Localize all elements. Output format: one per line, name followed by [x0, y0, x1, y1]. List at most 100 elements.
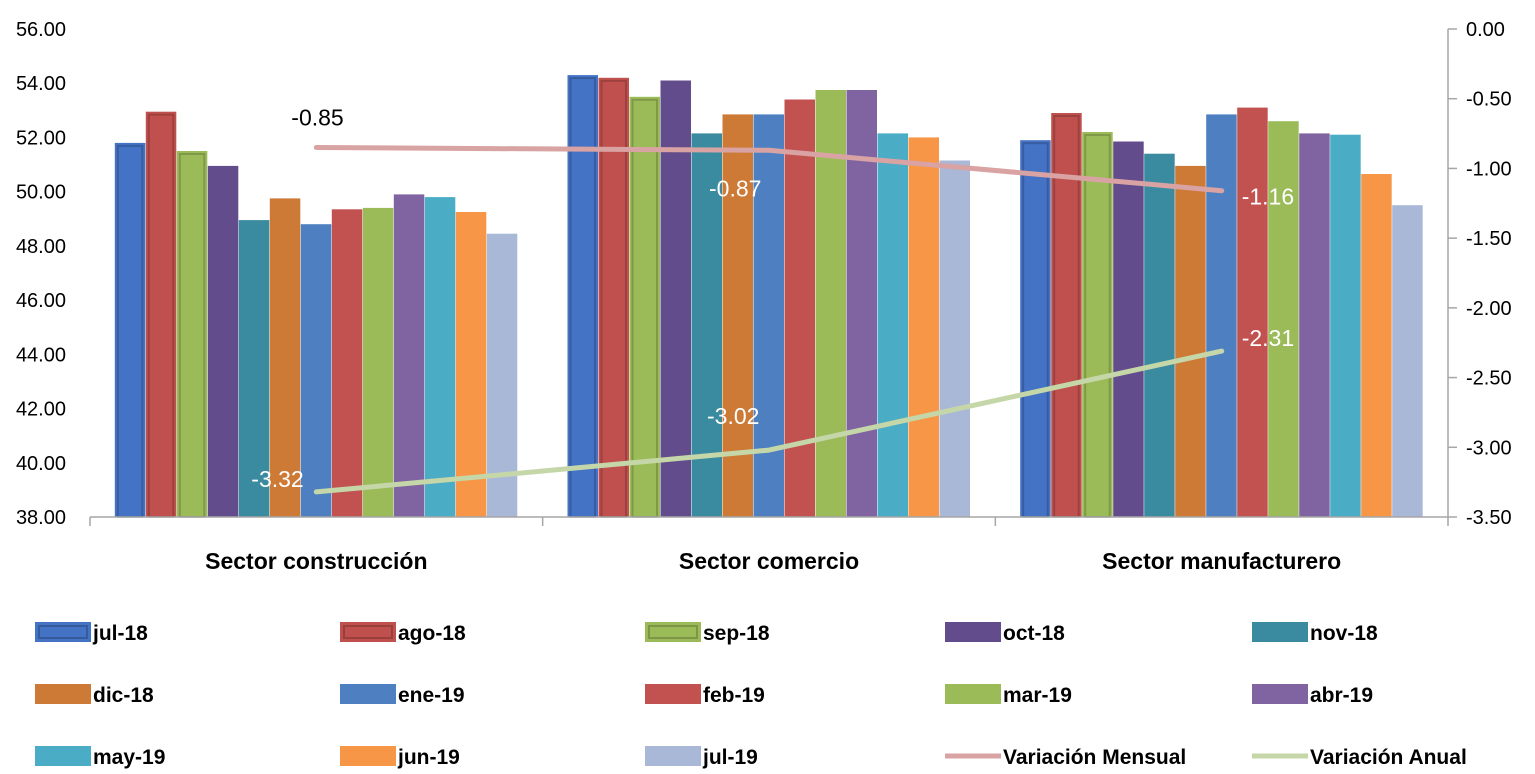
category-label-sector-comercio: Sector comercio: [679, 548, 859, 574]
legend-item-oct-18: oct-18: [945, 622, 1065, 645]
y-axis-tick-label: 52.00: [16, 127, 66, 149]
bar-ago-18-sector-comercio: [598, 77, 629, 518]
data-label-variacion-mensual-0: -0.85: [291, 105, 343, 131]
legend-item-jul-18: jul-18: [35, 622, 148, 645]
line-variacion-anual: [313, 348, 1225, 495]
legend-label: jul-18: [92, 622, 148, 645]
legend-label: ene-19: [398, 684, 465, 707]
bar-may-19-sector-construccion: [424, 197, 456, 517]
bar-jul-19-sector-construccion: [486, 233, 518, 517]
legend-item-nov-18: nov-18: [1252, 622, 1378, 645]
bar-sep-18-sector-comercio: [629, 96, 660, 518]
bar-ago-18-sector-manufacturero: [1051, 113, 1082, 517]
bar-oct-18-sector-comercio: [660, 80, 691, 517]
bar-abr-19-sector-construccion: [393, 194, 425, 517]
bar-mar-19-sector-construccion: [362, 207, 394, 517]
legend-label: nov-18: [1310, 622, 1378, 645]
bar-jul-19-sector-comercio: [939, 160, 970, 517]
y2-axis-tick-label: -2.00: [1466, 298, 1512, 320]
y2-axis-tick-label: -1.00: [1466, 158, 1512, 180]
y-axis-tick-label: 40.00: [16, 453, 66, 475]
bar-feb-19-sector-manufacturero: [1237, 107, 1268, 517]
legend-label: ago-18: [398, 622, 466, 645]
legend-item-may-19: may-19: [35, 746, 165, 769]
y-axis-tick-label: 54.00: [16, 73, 66, 95]
legend-item-ene-19: ene-19: [340, 684, 465, 707]
legend-swatch-bevel: [38, 625, 88, 639]
legend-item-abr-19: abr-19: [1252, 684, 1373, 707]
legend-swatch: [645, 746, 701, 766]
bar-ene-19-sector-manufacturero: [1206, 114, 1237, 518]
bar-mar-19-sector-manufacturero: [1268, 121, 1299, 517]
y-axis-tick-label: 46.00: [16, 290, 66, 312]
data-label-variacion-anual-1: -3.02: [707, 403, 759, 429]
legend-swatch: [945, 622, 1001, 642]
legend-swatch: [35, 684, 91, 704]
bar-nov-18-sector-manufacturero: [1144, 153, 1175, 517]
bar-mar-19-sector-comercio: [815, 90, 846, 517]
bar-abr-19-sector-manufacturero: [1299, 133, 1330, 517]
y2-axis-tick-label: -0.50: [1466, 89, 1512, 111]
y2-axis-tick-label: -3.50: [1466, 507, 1512, 529]
y2-axis-tick-label: 0.00: [1466, 19, 1505, 41]
legend-label: Variación Mensual: [1003, 746, 1186, 769]
bar-may-19-sector-manufacturero: [1330, 134, 1361, 517]
bar-oct-18-sector-construccion: [207, 165, 239, 517]
legend-swatch: [340, 746, 396, 766]
legend-label: jul-19: [702, 746, 758, 769]
data-label-variacion-mensual-1: -0.87: [709, 175, 761, 201]
y-axis-tick-label: 44.00: [16, 344, 66, 366]
data-label-variacion-mensual-2: -1.16: [1242, 184, 1294, 210]
legend-label: mar-19: [1003, 684, 1072, 707]
bar-sep-18-sector-manufacturero: [1082, 132, 1113, 517]
lines-layer: [313, 145, 1225, 495]
y2-axis-tick-label: -1.50: [1466, 228, 1512, 250]
y-axis-tick-label: 38.00: [16, 507, 66, 529]
legend-label: jun-19: [397, 746, 460, 769]
bar-ago-18-sector-construccion: [145, 111, 177, 517]
bar-dic-18-sector-manufacturero: [1175, 165, 1206, 517]
legend-item-variacion-mensual: Variación Mensual: [945, 746, 1186, 769]
legend-swatch: [340, 622, 396, 642]
data-label-variacion-anual-0: -3.32: [251, 466, 303, 492]
bar-may-19-sector-comercio: [877, 133, 908, 517]
legend-swatch: [35, 622, 91, 642]
bar-oct-18-sector-manufacturero: [1113, 141, 1144, 517]
category-label-sector-construccion: Sector construcción: [205, 548, 427, 574]
bar-jul-19-sector-manufacturero: [1392, 205, 1423, 517]
bar-jun-19-sector-comercio: [908, 137, 939, 517]
bar-jul-18-sector-manufacturero: [1020, 140, 1051, 517]
y-axis-tick-label: 56.00: [16, 19, 66, 41]
line-variacion-mensual: [313, 145, 1225, 194]
data-labels-layer: -0.85 -0.87 -1.16 -3.32 -3.02 -2.31: [251, 105, 1294, 492]
legend-swatch-bevel: [648, 625, 698, 639]
bar-dic-18-sector-construccion: [269, 198, 301, 517]
bar-abr-19-sector-comercio: [846, 90, 877, 517]
bar-nov-18-sector-construccion: [238, 220, 270, 517]
legend-swatch-bevel: [343, 625, 393, 639]
legend-item-mar-19: mar-19: [945, 684, 1072, 707]
data-label-variacion-anual-2: -2.31: [1242, 325, 1294, 351]
legend-item-ago-18: ago-18: [340, 622, 466, 645]
legend-label: Variación Anual: [1310, 746, 1467, 769]
legend-swatch: [1252, 684, 1308, 704]
legend-swatch: [35, 746, 91, 766]
legend-item-feb-19: feb-19: [645, 684, 765, 707]
legend-swatch: [1252, 622, 1308, 642]
legend-item-variacion-anual: Variación Anual: [1252, 746, 1467, 769]
bars-layer: [114, 75, 1423, 519]
legend-item-dic-18: dic-18: [35, 684, 154, 707]
legend-item-jun-19: jun-19: [340, 746, 460, 769]
y-axis-tick-label: 42.00: [16, 399, 66, 421]
category-label-sector-manufacturero: Sector manufacturero: [1102, 548, 1341, 574]
y-axis-tick-label: 50.00: [16, 182, 66, 204]
axes-layer: 38.00 40.00 42.00 44.00 46.00 48.00 50.00 52.00…: [16, 19, 1512, 574]
legend-label: sep-18: [703, 622, 770, 645]
legend-label: feb-19: [703, 684, 765, 707]
legend: jul-18 ago-18 sep-18 oct-18 nov-18 dic-18 ene-…: [35, 622, 1467, 769]
bar-ene-19-sector-construccion: [300, 224, 332, 517]
legend-label: abr-19: [1310, 684, 1373, 707]
legend-swatch: [645, 684, 701, 704]
legend-label: may-19: [93, 746, 165, 769]
